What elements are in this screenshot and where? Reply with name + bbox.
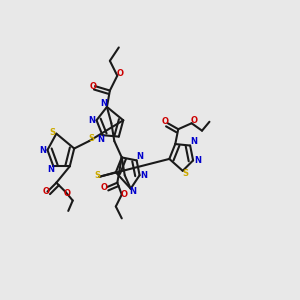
Text: N: N bbox=[98, 135, 104, 144]
Text: N: N bbox=[190, 137, 197, 146]
Text: N: N bbox=[130, 187, 136, 196]
Text: O: O bbox=[161, 117, 168, 126]
Text: N: N bbox=[100, 99, 107, 108]
Text: N: N bbox=[141, 171, 148, 180]
Text: O: O bbox=[190, 116, 197, 125]
Text: S: S bbox=[94, 171, 100, 180]
Text: N: N bbox=[136, 152, 143, 161]
Text: O: O bbox=[89, 82, 96, 91]
Text: N: N bbox=[40, 146, 46, 154]
Text: O: O bbox=[63, 189, 70, 198]
Text: S: S bbox=[183, 169, 189, 178]
Text: N: N bbox=[47, 165, 55, 174]
Text: O: O bbox=[43, 187, 50, 196]
Text: S: S bbox=[88, 134, 94, 143]
Text: O: O bbox=[100, 183, 107, 192]
Text: O: O bbox=[116, 69, 123, 78]
Text: S: S bbox=[49, 128, 55, 137]
Text: O: O bbox=[121, 190, 128, 199]
Text: N: N bbox=[194, 156, 201, 165]
Text: N: N bbox=[88, 116, 95, 125]
